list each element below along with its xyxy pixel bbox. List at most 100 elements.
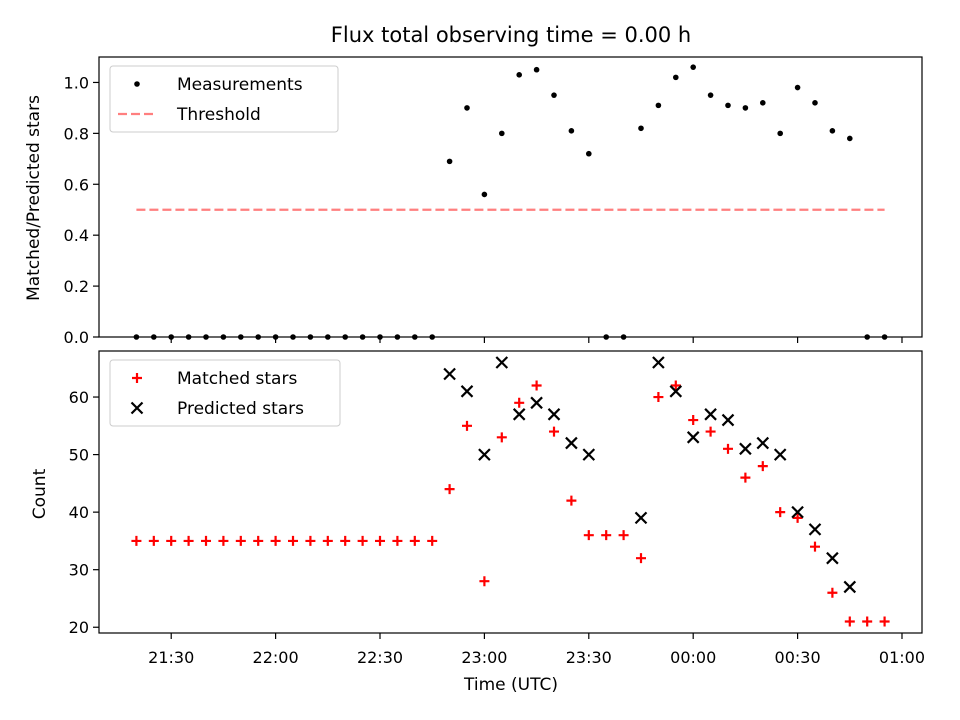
count-y-axis-label: Count [30, 468, 50, 519]
measurement-point [551, 92, 557, 98]
legend-box [109, 359, 341, 427]
measurement-point [690, 64, 696, 70]
count-y-tick-label: 50 [69, 446, 89, 465]
matched-star-point [357, 535, 368, 546]
predicted-star-point [808, 523, 822, 536]
count-y-tick-label: 30 [69, 561, 89, 580]
matched-star-point [322, 535, 333, 546]
count-y-tick-label: 20 [69, 618, 89, 637]
predicted-star-point [634, 511, 648, 525]
legend-x-swatch [130, 401, 144, 415]
matched-star-point [862, 616, 873, 627]
measurement-point [603, 334, 609, 340]
measurement-point [255, 334, 262, 340]
matched-star-point [740, 472, 751, 483]
measurement-point [672, 74, 679, 81]
matched-star-point [427, 535, 438, 546]
predicted-star-point [739, 442, 752, 456]
predicted-star-point [843, 580, 857, 594]
matched-star-point [757, 461, 768, 472]
matched-star-point [809, 541, 820, 552]
matched-star-point [601, 530, 612, 541]
x-tick-label: 22:00 [253, 648, 299, 667]
measurement-point [585, 150, 592, 157]
predicted-star-point [460, 385, 474, 398]
measurement-point [203, 334, 209, 340]
measurement-point [290, 334, 296, 340]
measurement-point [429, 334, 436, 340]
x-tick-label: 22:30 [357, 648, 403, 667]
matched-star-point [288, 535, 299, 546]
ratio-y-tick-label: 0.4 [64, 226, 89, 245]
predicted-star-point [704, 408, 717, 421]
matched-star-point [444, 484, 455, 495]
matched-star-point [409, 535, 420, 546]
matched-star-point [653, 392, 664, 403]
matched-star-point [131, 535, 142, 546]
measurement-point [568, 128, 575, 134]
legend-entry-label: Measurements [177, 75, 303, 95]
x-tick-label: 21:30 [148, 648, 194, 667]
predicted-star-point [512, 408, 526, 421]
measurement-point [464, 105, 470, 111]
matched-star-point [375, 535, 386, 546]
measurement-point [655, 102, 662, 109]
measurement-point [759, 100, 766, 106]
x-tick-label: 23:30 [566, 648, 612, 667]
ratio-panel: 0.0 0.2 0.4 0.6 0.8 1.0 Measurements Threshold [64, 56, 923, 347]
measurement-point [307, 334, 314, 340]
measurement-point [412, 334, 418, 340]
measurement-point [272, 334, 279, 340]
matched-star-point [670, 380, 681, 391]
matched-star-point [722, 443, 733, 454]
measurement-point [133, 334, 140, 340]
matched-star-point [566, 495, 577, 506]
measurement-point [168, 334, 175, 340]
matched-star-point [479, 576, 490, 587]
matched-star-point [688, 415, 699, 426]
predicted-star-point [773, 448, 787, 461]
predicted-star-point [686, 431, 700, 444]
time-x-axis-label: Time (UTC) [463, 675, 558, 695]
matched-star-point [792, 512, 803, 523]
chart-title: Flux total observing time = 0.00 h [331, 23, 691, 47]
matched-star-point [827, 587, 838, 598]
measurement-point [794, 84, 801, 91]
ratio-y-axis-label: Matched/Predicted stars [24, 95, 44, 301]
measurement-point [481, 191, 488, 198]
measurement-point [446, 158, 453, 165]
matched-star-point [253, 535, 264, 546]
matched-star-point [270, 535, 281, 546]
predicted-star-point [565, 436, 578, 450]
predicted-star-point [756, 436, 770, 450]
ratio-y-tick-label: 0.2 [64, 277, 89, 296]
matched-star-point [514, 397, 525, 408]
count-y-tick-label: 60 [69, 388, 89, 407]
measurement-point [377, 334, 383, 340]
matched-star-point [583, 530, 594, 541]
ratio-y-tick-label: 0.6 [64, 175, 89, 194]
matched-star-point [340, 535, 351, 546]
ratio-y-tick-label: 1.0 [64, 73, 89, 92]
measurement-point [638, 125, 644, 132]
measurement-point [394, 334, 401, 340]
ratio-y-tick-label: 0.8 [64, 124, 89, 143]
measurement-point [220, 334, 227, 340]
measurement-point [707, 92, 714, 98]
matched-star-point [635, 553, 646, 564]
predicted-star-point [443, 367, 456, 381]
predicted-star-point [652, 356, 665, 369]
matched-star-point [235, 535, 246, 546]
ratio-y-tick-label: 0.0 [64, 328, 89, 347]
measurement-point [185, 334, 192, 340]
measurement-point [533, 66, 540, 73]
predicted-star-point [669, 385, 683, 398]
measurement-point [342, 334, 349, 340]
predicted-star-point [547, 408, 561, 421]
measurement-point [151, 334, 157, 340]
count-panel: 20 30 40 50 60 21:30 22:00 22:30 23:00 23:30 00:00… [69, 350, 925, 667]
measurement-point [620, 334, 627, 340]
measurement-point [359, 334, 366, 340]
matched-star-point [705, 426, 716, 437]
